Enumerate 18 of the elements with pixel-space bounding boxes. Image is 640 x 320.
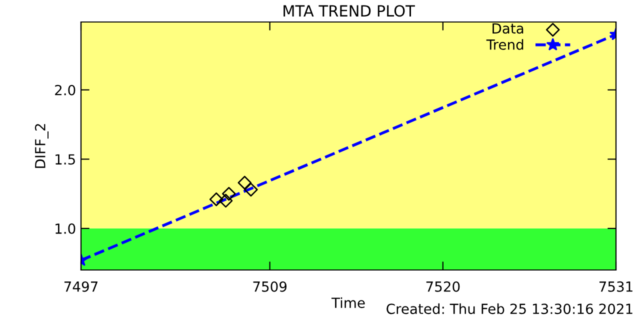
x-axis-title: Time [331, 297, 365, 308]
legend-label: Trend [486, 39, 524, 50]
point [222, 186, 236, 201]
point [209, 192, 224, 206]
point [218, 194, 233, 208]
legend-label: Data [492, 23, 524, 34]
chart-title: MTA TREND PLOT [284, 5, 415, 17]
x-tick-label: 7497 [64, 281, 98, 292]
point [238, 176, 252, 190]
y-axis-title: DIFF_2 [34, 124, 48, 168]
text: Created: Thu Feb 25 13:30:16 2021 [386, 303, 632, 314]
x-tick-label: 7520 [426, 281, 460, 292]
x-tick-label: 7509 [253, 281, 287, 292]
y-tick-label: 1.0 [56, 223, 76, 234]
point [244, 182, 258, 197]
y-tick-label: 1.5 [56, 154, 75, 165]
y-tick-label: 2.0 [55, 84, 76, 96]
x-tick-label: 7531 [599, 281, 632, 292]
